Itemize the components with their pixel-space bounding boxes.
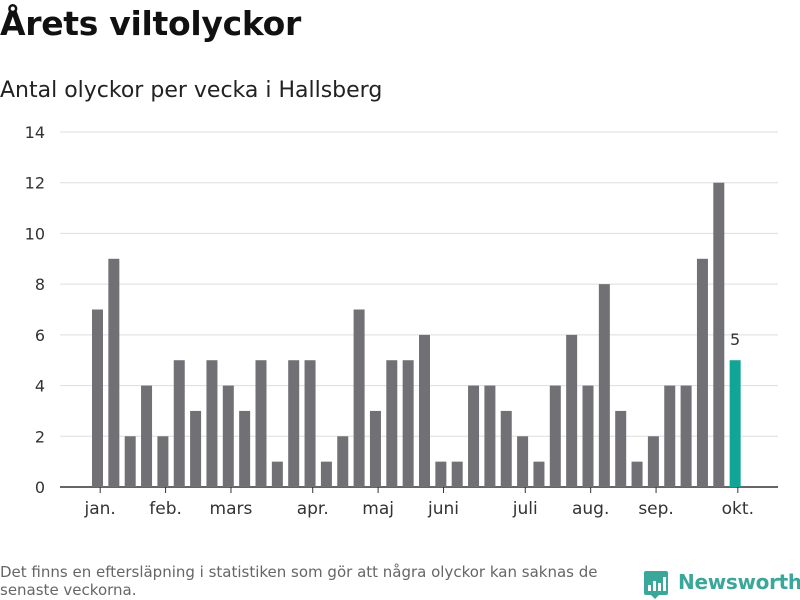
bar [729,360,741,487]
x-tick-label: maj [362,499,394,519]
bar [582,385,594,487]
footnote: Det finns en eftersläpning i statistiken… [0,563,598,599]
bar [598,284,610,487]
x-tick-label: aug. [572,499,609,519]
bar [92,309,103,487]
x-tick-label: sep. [638,499,674,519]
y-tick-label: 8 [35,275,45,294]
bars [92,182,741,487]
bar [157,436,169,487]
bar [615,410,627,487]
x-tick-label: juli [512,499,538,519]
chart-title: Årets viltolyckor [0,4,301,43]
data-label: 5 [730,330,740,349]
bar [664,385,676,487]
bar [549,385,561,487]
bar [239,410,251,487]
chart-subtitle: Antal olyckor per vecka i Hallsberg [0,78,383,103]
y-tick-label: 0 [35,478,45,497]
x-tick-label: juni [427,499,459,519]
bar [451,461,463,487]
y-tick-label: 14 [25,123,45,142]
bar [484,385,496,487]
bar [386,360,398,487]
bar [353,309,365,487]
newsworthy-logo-icon [644,571,668,599]
bar [337,436,349,487]
bar [696,258,708,487]
bar [190,410,202,487]
bar-chart: 0 2 4 6 8 10 12 14 jan. feb. mars apr. maj juni juli a… [25,123,778,519]
bar [271,461,283,487]
x-tick-label: jan. [84,499,116,519]
bar [419,334,430,487]
bar [369,410,381,487]
y-tick-label: 10 [25,224,45,243]
data-labels: 5 [730,330,740,349]
y-tick-label: 4 [35,377,45,396]
bar [500,410,512,487]
bar [435,461,447,487]
y-tick-label: 12 [25,174,45,193]
x-tick-label: apr. [297,499,329,519]
x-axis-ticks: jan. feb. mars apr. maj juni juli aug. sep. okt. [84,487,754,519]
bar [108,258,120,487]
bar [713,182,725,487]
newsworthy-brand-text: Newsworthy [678,570,800,594]
bar [468,385,480,487]
bar [680,385,692,487]
bar [173,360,185,487]
x-tick-label: mars [210,499,253,519]
bar [206,360,218,487]
x-tick-label: okt. [722,499,754,519]
bar [566,334,578,487]
bar [402,360,414,487]
bar [517,436,529,487]
bar [141,385,153,487]
bar [222,385,234,487]
y-tick-label: 2 [35,427,45,446]
bar [255,360,267,487]
bar [631,461,643,487]
x-tick-label: feb. [149,499,182,519]
y-axis-tick-labels: 0 2 4 6 8 10 12 14 [25,123,45,497]
bar [304,360,316,487]
bar [320,461,332,487]
y-tick-label: 6 [35,326,45,345]
bar [288,360,300,487]
bar [533,461,545,487]
bar [647,436,659,487]
bar [124,436,136,487]
